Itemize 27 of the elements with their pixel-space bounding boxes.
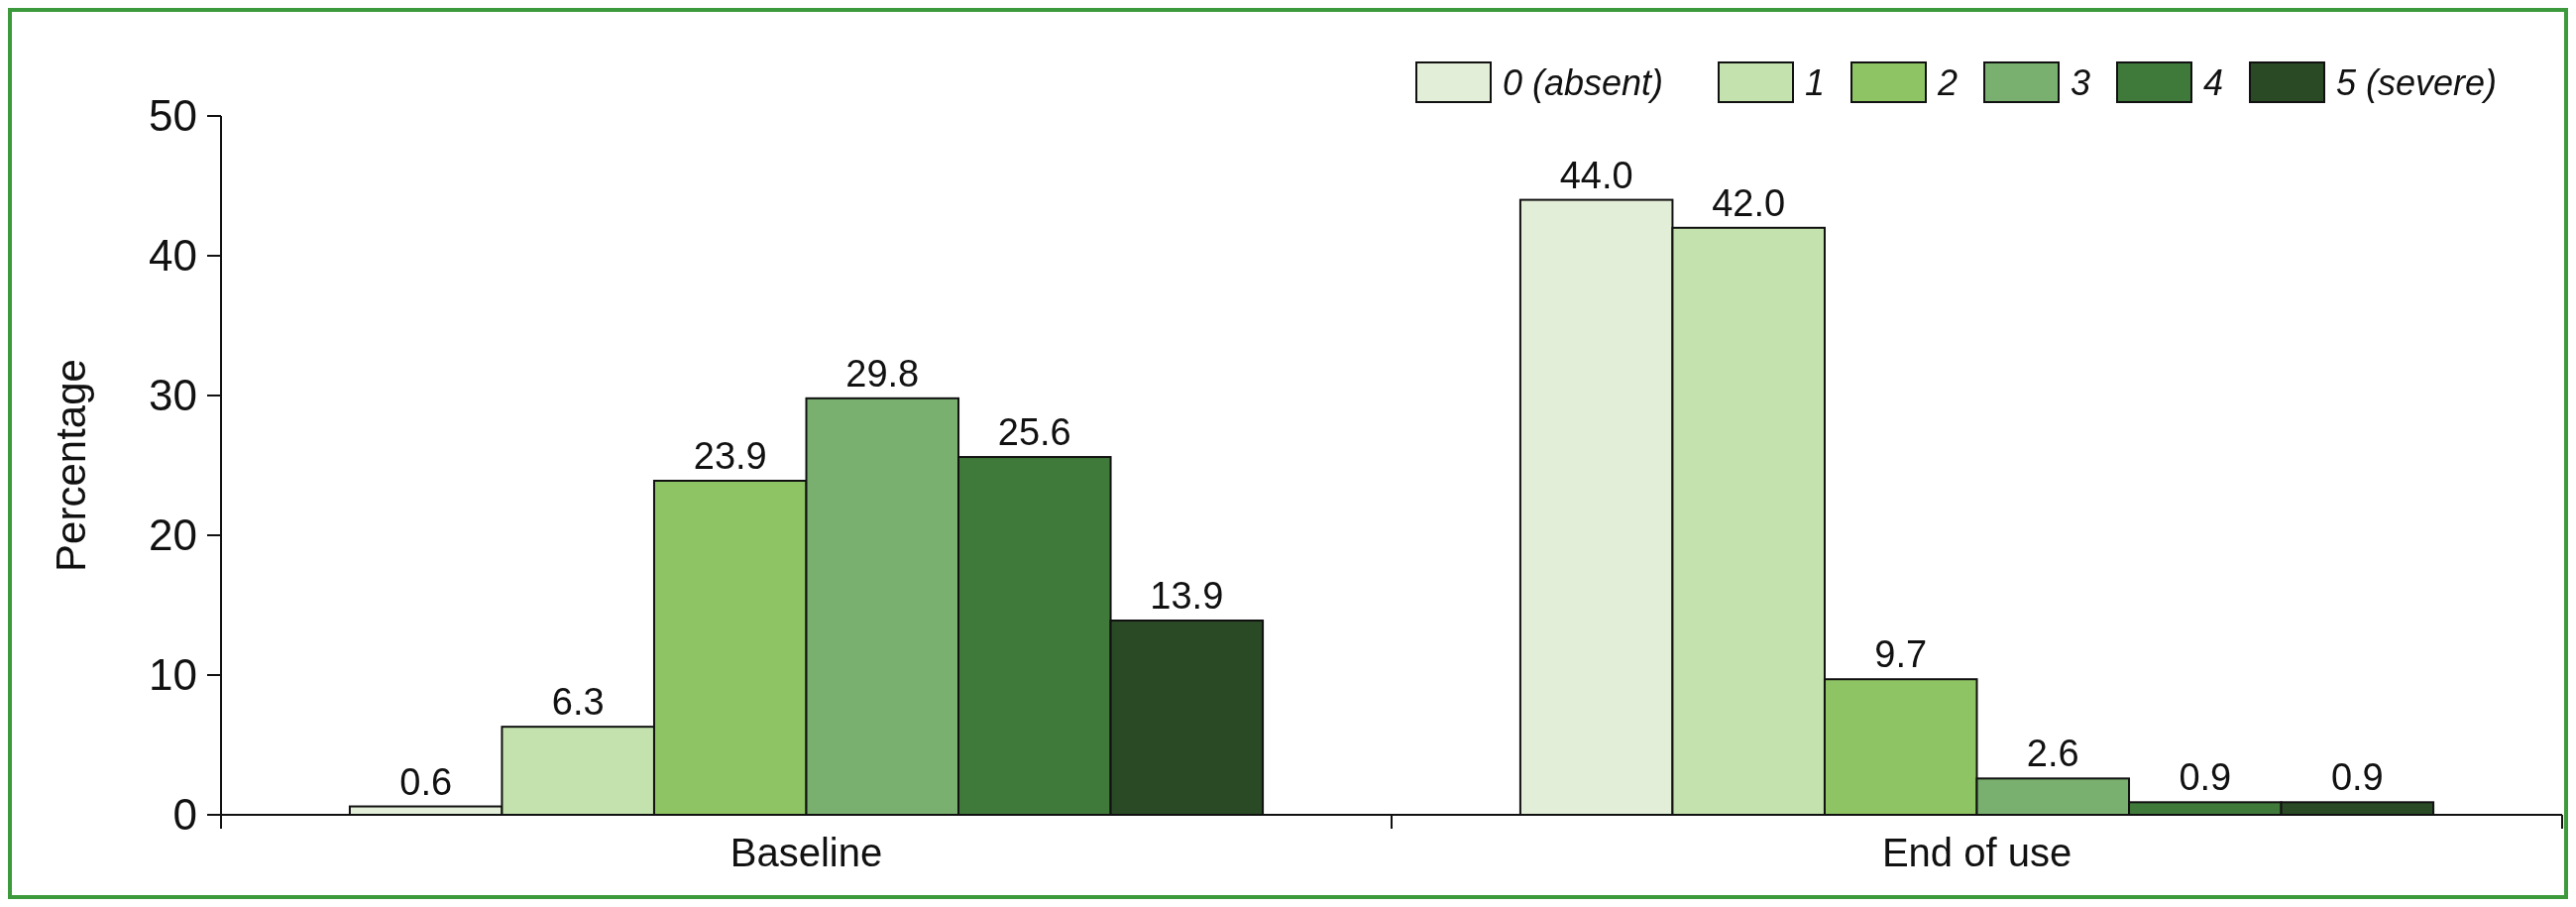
y-tick-label: 20 xyxy=(149,510,197,560)
x-tick-label: End of use xyxy=(1881,831,2072,874)
data-label: 23.9 xyxy=(693,435,767,478)
y-tick-label: 30 xyxy=(149,371,197,420)
data-label: 9.7 xyxy=(1874,633,1928,676)
legend-label: 3 xyxy=(2071,61,2091,103)
data-label: 42.0 xyxy=(1712,181,1786,224)
legend-label: 5 (severe) xyxy=(2336,61,2498,103)
legend-label: 4 xyxy=(2203,61,2224,103)
data-label: 0.9 xyxy=(2179,756,2232,799)
legend-label: 2 xyxy=(1937,61,1959,103)
data-label: 0.9 xyxy=(2330,756,2384,799)
y-tick-label: 10 xyxy=(149,650,197,700)
data-label: 25.6 xyxy=(997,411,1071,454)
y-tick-label: 40 xyxy=(149,231,197,281)
legend-label: 0 (absent) xyxy=(1503,61,1664,103)
y-tick-label: 0 xyxy=(172,790,197,840)
x-tick-label: Baseline xyxy=(729,831,883,874)
data-label: 13.9 xyxy=(1150,575,1224,618)
data-label: 6.3 xyxy=(551,681,605,724)
data-label: 2.6 xyxy=(2026,733,2079,775)
y-axis-title: Percentage xyxy=(48,359,94,572)
legend-label: 1 xyxy=(1805,61,1826,103)
data-label: 44.0 xyxy=(1559,154,1633,196)
y-tick-label: 50 xyxy=(149,91,197,141)
data-label: 0.6 xyxy=(399,760,453,803)
data-label: 29.8 xyxy=(845,352,920,395)
